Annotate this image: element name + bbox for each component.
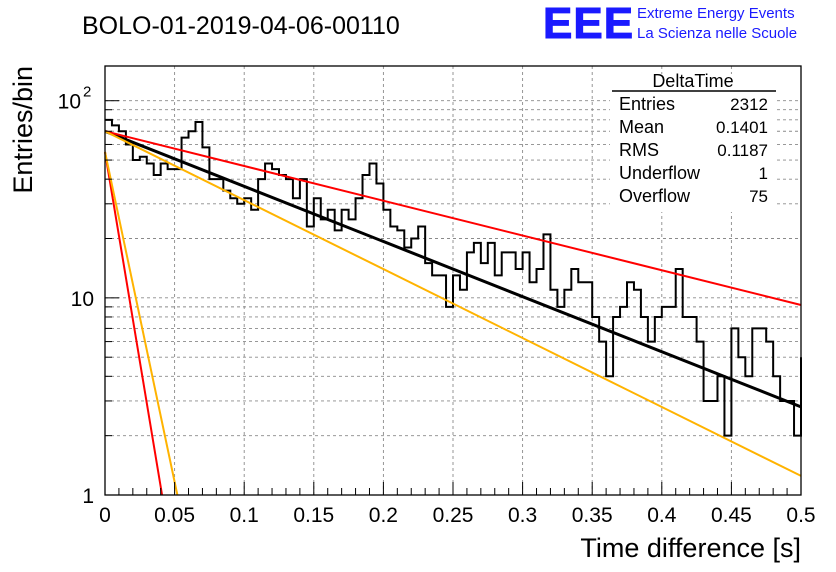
x-tick-label: 0.3 bbox=[508, 504, 537, 527]
eee-logo: EEE Extreme Energy Events La Scienza nel… bbox=[543, 0, 798, 49]
y-tick-label: 10 bbox=[58, 91, 81, 114]
stats-label: RMS bbox=[619, 140, 659, 160]
histogram-outline bbox=[105, 118, 802, 437]
stats-title: DeltaTime bbox=[652, 71, 733, 91]
stats-label: Overflow bbox=[619, 186, 691, 206]
stats-value: 0.1401 bbox=[716, 118, 768, 137]
y-tick-exponent: 2 bbox=[83, 84, 91, 101]
bound-line bbox=[104, 151, 179, 496]
axis-ticks: 0 0.05 0.1 0.15 0.2 0.25 0.3 0.35 0.4 0.45 0.5 1 10 1… bbox=[58, 84, 816, 527]
stats-value: 1 bbox=[759, 164, 768, 183]
x-tick-label: 0.2 bbox=[369, 504, 398, 527]
x-tick-label: 0.45 bbox=[711, 504, 752, 527]
run-title: BOLO-01-2019-04-06-00110 bbox=[82, 12, 400, 40]
logo-line2: La Scienza nelle Scuole bbox=[637, 25, 797, 42]
x-tick-label: 0.25 bbox=[433, 504, 474, 527]
logo-line1: Extreme Energy Events bbox=[637, 5, 795, 22]
y-axis-label: Entries/bin bbox=[8, 66, 38, 194]
bound-line bbox=[104, 130, 802, 477]
stats-value: 75 bbox=[749, 187, 768, 206]
fit-line bbox=[104, 129, 802, 409]
x-tick-label: 0 bbox=[99, 504, 111, 527]
x-tick-label: 0.05 bbox=[154, 504, 195, 527]
stats-label: Mean bbox=[619, 117, 664, 137]
x-tick-label: 0.35 bbox=[572, 504, 613, 527]
x-axis-label: Time difference [s] bbox=[580, 533, 801, 563]
bound-line bbox=[104, 151, 164, 496]
stats-box: DeltaTime Entries 2312 Mean 0.1401 RMS 0… bbox=[610, 71, 776, 212]
x-tick-label: 0.15 bbox=[293, 504, 334, 527]
logo-mark: EEE bbox=[543, 0, 634, 48]
fit-lines bbox=[104, 129, 802, 496]
x-tick-label: 0.5 bbox=[786, 504, 815, 527]
stats-box-background bbox=[610, 74, 776, 212]
stats-label: Underflow bbox=[619, 163, 701, 183]
stats-label: Entries bbox=[619, 94, 675, 114]
y-tick-label: 1 bbox=[82, 485, 94, 508]
x-tick-label: 0.4 bbox=[647, 504, 677, 527]
stats-value: 2312 bbox=[730, 95, 768, 114]
stats-value: 0.1187 bbox=[717, 141, 768, 160]
y-tick-label: 10 bbox=[71, 288, 94, 311]
x-tick-label: 0.1 bbox=[230, 504, 259, 527]
bound-line bbox=[104, 130, 802, 306]
histogram bbox=[105, 118, 802, 437]
